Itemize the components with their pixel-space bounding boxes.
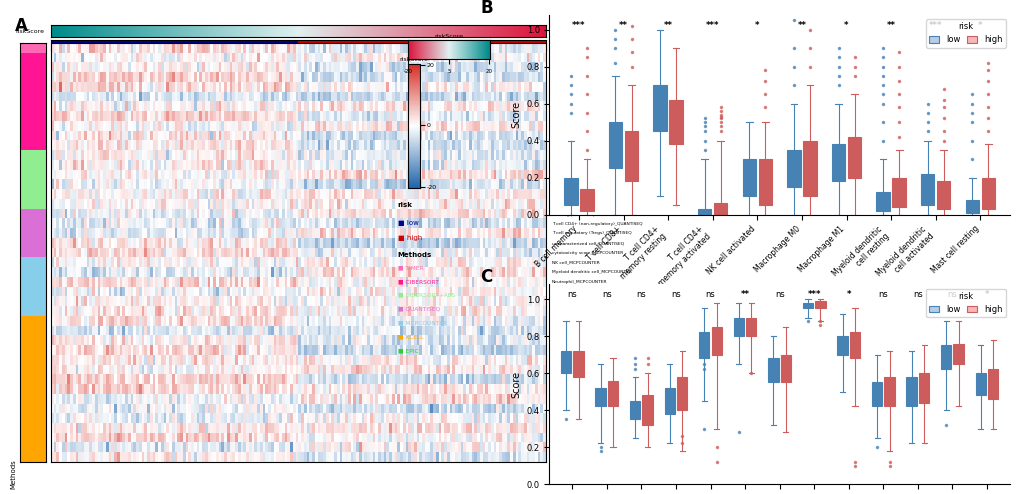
Y-axis label: Score: Score <box>511 101 521 128</box>
Text: ***: *** <box>705 21 718 30</box>
Text: ***: *** <box>928 21 942 30</box>
PathPatch shape <box>987 370 998 399</box>
PathPatch shape <box>560 351 571 373</box>
Text: ns: ns <box>567 290 577 299</box>
Text: *: * <box>977 21 981 30</box>
Text: **: ** <box>619 21 628 30</box>
Title: riskScore: riskScore <box>399 57 428 62</box>
PathPatch shape <box>668 100 682 144</box>
PathPatch shape <box>653 85 666 131</box>
PathPatch shape <box>803 141 816 196</box>
PathPatch shape <box>941 345 951 370</box>
PathPatch shape <box>892 177 905 207</box>
PathPatch shape <box>918 373 928 403</box>
Text: ■ QUANTISEQ: ■ QUANTISEQ <box>397 307 439 312</box>
Text: **: ** <box>886 21 895 30</box>
Text: risk: risk <box>397 203 413 208</box>
PathPatch shape <box>595 388 605 407</box>
PathPatch shape <box>980 177 995 209</box>
Text: **: ** <box>663 21 672 30</box>
Text: ■ EPIC: ■ EPIC <box>397 348 418 353</box>
PathPatch shape <box>713 204 727 214</box>
Text: ■ high: ■ high <box>397 235 422 241</box>
Text: ■ low: ■ low <box>397 220 418 226</box>
PathPatch shape <box>711 327 721 355</box>
PathPatch shape <box>564 177 577 206</box>
PathPatch shape <box>677 377 687 410</box>
PathPatch shape <box>642 395 652 425</box>
Text: **: ** <box>740 290 749 299</box>
Y-axis label: Score: Score <box>511 370 521 398</box>
PathPatch shape <box>697 209 710 214</box>
PathPatch shape <box>814 301 824 308</box>
Text: C: C <box>480 268 492 287</box>
Text: ns: ns <box>877 290 888 299</box>
PathPatch shape <box>580 189 593 211</box>
PathPatch shape <box>953 344 963 364</box>
PathPatch shape <box>871 382 881 407</box>
Text: ns: ns <box>774 290 784 299</box>
Text: ns: ns <box>947 290 957 299</box>
Text: ns: ns <box>601 290 611 299</box>
PathPatch shape <box>906 377 916 407</box>
Text: ns: ns <box>705 290 714 299</box>
PathPatch shape <box>742 159 755 196</box>
PathPatch shape <box>733 318 743 336</box>
PathPatch shape <box>802 303 812 308</box>
PathPatch shape <box>664 388 675 414</box>
Text: *: * <box>846 290 850 299</box>
PathPatch shape <box>767 358 777 382</box>
PathPatch shape <box>849 332 859 358</box>
PathPatch shape <box>837 336 847 355</box>
Text: *: * <box>754 21 759 30</box>
Text: A: A <box>15 17 29 35</box>
PathPatch shape <box>625 131 638 181</box>
PathPatch shape <box>630 401 640 419</box>
Text: **: ** <box>797 21 806 30</box>
Legend: low, high: low, high <box>925 288 1005 318</box>
PathPatch shape <box>698 332 709 358</box>
Text: ***: *** <box>807 290 820 299</box>
PathPatch shape <box>573 351 583 377</box>
Title: riskScore: riskScore <box>434 34 463 39</box>
Text: Methods: Methods <box>397 252 432 258</box>
PathPatch shape <box>936 181 950 209</box>
Text: *: * <box>844 21 848 30</box>
PathPatch shape <box>965 200 978 213</box>
PathPatch shape <box>920 174 933 206</box>
Text: B: B <box>480 0 492 17</box>
PathPatch shape <box>787 150 800 187</box>
PathPatch shape <box>847 137 860 177</box>
Text: ns: ns <box>912 290 922 299</box>
PathPatch shape <box>974 373 985 395</box>
PathPatch shape <box>780 355 791 382</box>
PathPatch shape <box>608 122 622 168</box>
Text: ■ CIBERSORT: ■ CIBERSORT <box>397 279 438 284</box>
Text: ■ XCELL: ■ XCELL <box>397 334 423 339</box>
Text: ■ MCPCOUNTER: ■ MCPCOUNTER <box>397 321 446 326</box>
PathPatch shape <box>832 144 845 181</box>
PathPatch shape <box>758 159 771 206</box>
PathPatch shape <box>607 380 618 407</box>
Text: ns: ns <box>636 290 646 299</box>
Legend: low, high: low, high <box>925 19 1005 48</box>
Text: ns: ns <box>671 290 680 299</box>
PathPatch shape <box>875 192 889 211</box>
Text: ■ CIBERSORT+ABS: ■ CIBERSORT+ABS <box>397 293 454 298</box>
Text: ■ TIMER: ■ TIMER <box>397 265 423 270</box>
Text: *: * <box>983 290 988 299</box>
PathPatch shape <box>883 377 894 407</box>
Text: ***: *** <box>572 21 585 30</box>
PathPatch shape <box>745 318 756 336</box>
Text: Methods: Methods <box>10 459 16 489</box>
